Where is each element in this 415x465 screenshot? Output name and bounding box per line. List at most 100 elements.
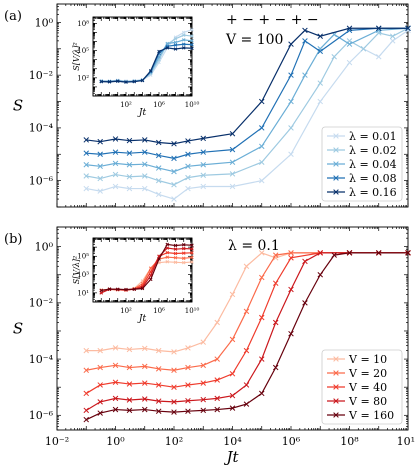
inset-data-point: [148, 277, 153, 282]
data-point: [126, 364, 133, 371]
data-point: [97, 151, 103, 158]
data-point: [155, 139, 162, 146]
inset-data-point: [181, 243, 186, 247]
data-point: [389, 33, 396, 39]
data-point: [317, 98, 324, 105]
data-point: [141, 137, 148, 143]
data-point: [302, 38, 308, 44]
inset-data-point: [165, 41, 170, 46]
y-tick-label: 10⁻⁴: [29, 353, 54, 366]
inset-data-point: [190, 260, 194, 264]
inset-series-line: [101, 47, 193, 83]
inset-data-point: [173, 247, 178, 251]
data-point: [141, 185, 148, 192]
legend-entry: V = 160: [348, 409, 394, 422]
data-point: [229, 183, 236, 190]
data-point: [214, 377, 220, 383]
series-line: [85, 252, 408, 411]
legend-marker: [333, 161, 339, 167]
data-point: [229, 392, 236, 399]
data-point: [243, 308, 250, 315]
data-point: [317, 250, 324, 256]
x-tick-label: 10¹⁰: [185, 307, 200, 315]
data-point: [97, 175, 103, 182]
x-tick-label: 10⁴: [223, 435, 242, 448]
data-point: [112, 171, 119, 178]
data-point: [302, 72, 308, 78]
data-point: [229, 405, 236, 411]
series-4: [83, 250, 411, 423]
data-point: [185, 364, 191, 371]
inset-frame: [92, 16, 193, 97]
data-point: [141, 380, 148, 386]
y-tick-label: 10⁵: [77, 253, 89, 261]
data-point: [126, 137, 133, 144]
data-point: [83, 367, 90, 374]
data-point: [185, 397, 191, 404]
inset-data-point: [190, 243, 194, 248]
data-point: [288, 72, 294, 78]
data-point: [317, 272, 324, 278]
data-point: [112, 395, 119, 402]
y-tick-label: 10⁻⁶: [29, 174, 54, 187]
inset-series-0: [99, 27, 194, 83]
series-4: [83, 25, 411, 147]
data-point: [346, 59, 353, 66]
data-point: [258, 314, 265, 321]
data-point: [258, 356, 265, 362]
x-tick-label: 10⁻²: [45, 435, 69, 448]
data-point: [83, 173, 90, 179]
x-tick-label: 10⁶: [153, 307, 165, 315]
data-point: [214, 395, 220, 402]
data-point: [83, 407, 90, 414]
data-point: [171, 196, 177, 202]
data-point: [155, 165, 162, 171]
inset-data-point: [157, 49, 161, 54]
inset-data-point: [165, 260, 170, 264]
data-point: [141, 345, 148, 352]
data-point: [97, 399, 103, 405]
data-point: [288, 98, 294, 105]
legend-entry: λ = 0.01: [349, 130, 397, 143]
data-point: [112, 362, 119, 369]
inset-data-point: [165, 46, 170, 50]
y-tick-label: 10⁻²: [29, 297, 53, 310]
data-point: [200, 135, 207, 142]
x-tick-label: 10¹⁰: [185, 101, 200, 109]
inset-data-point: [99, 288, 104, 293]
legend-marker: [333, 147, 339, 153]
data-point: [214, 356, 220, 362]
x-tick-label: 10¹⁰: [397, 435, 415, 448]
data-point: [155, 191, 162, 198]
data-point: [83, 137, 90, 143]
legend: V = 10V = 20V = 40V = 80V = 160: [321, 349, 403, 425]
data-point: [171, 181, 177, 188]
data-point: [258, 274, 265, 281]
inset-data-point: [173, 260, 178, 265]
inset-data-point: [173, 43, 178, 47]
legend-marker: [333, 356, 339, 362]
data-point: [126, 185, 133, 192]
annotation: V = 100: [225, 32, 283, 48]
data-point: [346, 41, 353, 47]
y-tick-label: 10²: [77, 74, 89, 82]
inset-data-point: [181, 251, 186, 255]
data-point: [185, 408, 191, 414]
y-tick-label: 10⁻⁴: [29, 122, 54, 135]
data-point: [112, 379, 119, 385]
inset-data-point: [124, 80, 128, 84]
data-point: [200, 183, 207, 190]
data-point: [83, 150, 90, 156]
annotation: λ = 0.1: [228, 238, 280, 254]
data-point: [331, 53, 337, 60]
data-point: [272, 252, 279, 258]
inset-data-point: [190, 247, 194, 251]
data-point: [112, 345, 119, 351]
inset-data-point: [190, 46, 194, 51]
data-point: [126, 381, 133, 387]
data-point: [112, 136, 119, 142]
data-point: [258, 250, 265, 256]
data-point: [405, 250, 411, 256]
y-tick-label: 10⁵: [77, 47, 89, 55]
data-point: [155, 382, 162, 388]
